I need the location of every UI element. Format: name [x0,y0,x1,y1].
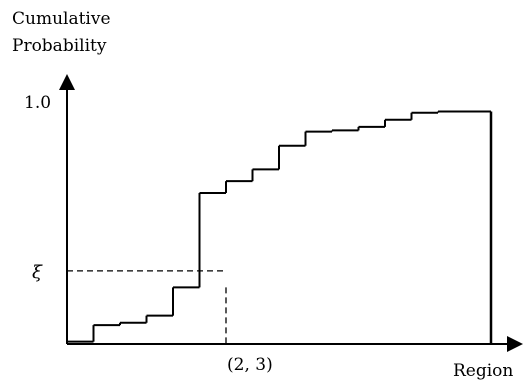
y-tick-label-1-0: 1.0 [24,93,51,113]
xi-label: ξ [32,262,43,283]
y-axis-title-line-1: Cumulative [12,9,111,29]
region-label: (2, 3) [227,355,273,375]
y-axis-title-line-2: Probability [12,36,107,56]
x-axis-title: Region [453,361,513,381]
cumulative-step-curve [66,110,493,344]
